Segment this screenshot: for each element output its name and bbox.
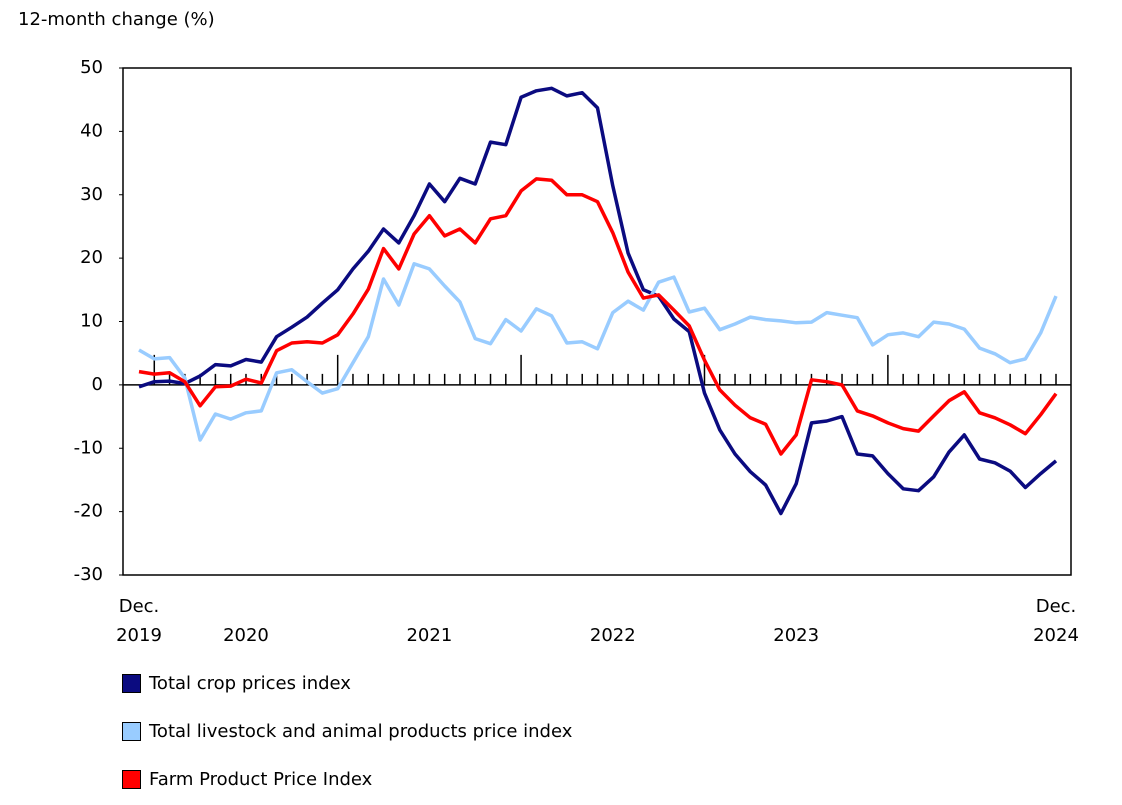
y-tick-label: -10 <box>74 437 103 458</box>
legend-entry: Farm Product Price Index <box>122 769 372 790</box>
legend-swatch <box>122 674 141 693</box>
x-tick-label: 2020 <box>223 625 269 646</box>
y-tick-label: 0 <box>92 374 103 395</box>
y-tick-label: -20 <box>74 501 103 522</box>
y-axis-title: 12-month change (%) <box>18 9 215 30</box>
legend-swatch <box>122 722 141 741</box>
x-tick-label: 2023 <box>773 625 820 646</box>
legend-label: Farm Product Price Index <box>149 769 373 790</box>
y-tick-label: 40 <box>80 120 103 141</box>
plot-frame <box>122 67 1072 576</box>
x-tick-label: 2021 <box>406 625 453 646</box>
legend-entry: Total crop prices index <box>122 673 351 694</box>
series-line <box>138 177 1058 456</box>
y-tick-label: 50 <box>80 57 103 78</box>
y-tick-label: 20 <box>80 247 103 268</box>
x-tick-label: 2022 <box>589 625 636 646</box>
legend-label: Total livestock and animal products pric… <box>149 721 573 742</box>
x-tick-label: Dec. 2024 <box>1033 596 1079 646</box>
legend-entry: Total livestock and animal products pric… <box>122 721 572 742</box>
series-line <box>138 262 1058 442</box>
series-line <box>138 86 1058 516</box>
y-tick-label: 10 <box>80 311 103 332</box>
legend-swatch <box>122 770 141 789</box>
legend-label: Total crop prices index <box>149 673 351 694</box>
x-tick-label: Dec. 2019 <box>116 596 162 646</box>
y-tick-label: 30 <box>80 184 103 205</box>
y-tick-label: -30 <box>74 564 103 585</box>
